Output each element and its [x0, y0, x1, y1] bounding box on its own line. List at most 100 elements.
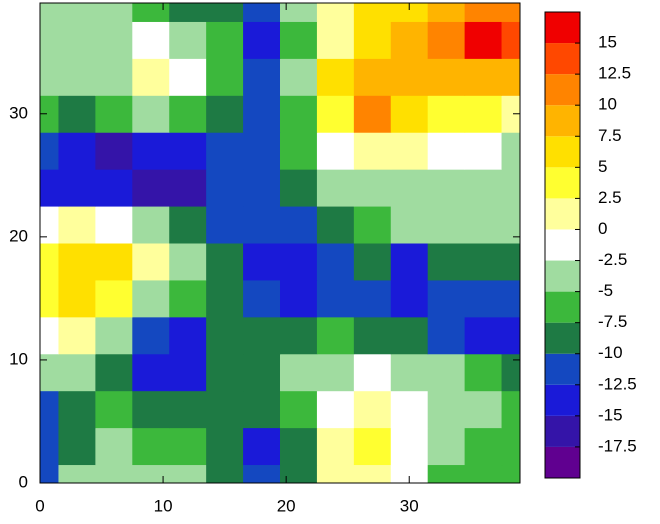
contour-cell [40, 279, 59, 318]
contour-cell [390, 95, 429, 133]
contour-cell [353, 316, 392, 355]
colorbar-tick-label: -15 [598, 405, 623, 424]
contour-cell [390, 3, 429, 22]
contour-cell [40, 169, 59, 207]
contour-cell [316, 427, 355, 466]
contour-cell [464, 132, 503, 170]
colorbar-tick-label: 5 [598, 157, 607, 176]
colorbar-band [545, 384, 580, 416]
contour-cell [280, 95, 318, 133]
contour-cell [243, 390, 281, 429]
contour-cell [58, 132, 96, 170]
contour-cell [95, 427, 133, 466]
contour-cell [280, 206, 318, 244]
contour-cell [40, 58, 59, 96]
colorbar-tick-label: 7.5 [598, 126, 622, 145]
contour-cell [464, 316, 503, 355]
colorbar-band [545, 291, 580, 323]
contour-cell [169, 353, 207, 392]
contour-cell [95, 390, 133, 429]
contour-cell [95, 58, 133, 96]
contour-cell [169, 95, 207, 133]
contour-cell [169, 279, 207, 318]
contour-cell [95, 279, 133, 318]
contour-cell [132, 3, 170, 22]
contour-cell [243, 243, 281, 281]
contour-cell [427, 206, 466, 244]
colorbar-tick-label: -2.5 [598, 250, 627, 269]
colorbar-tick-label: 0 [598, 219, 607, 238]
contour-field [40, 3, 520, 483]
contour-cell [501, 95, 520, 133]
colorbar-frame [544, 11, 581, 479]
contour-cell [40, 464, 59, 483]
contour-cell [95, 95, 133, 133]
contour-cell [390, 279, 429, 318]
y-tick-label: 10 [9, 349, 28, 368]
colorbar-tick-label: -7.5 [598, 312, 627, 331]
contour-cell [280, 3, 318, 22]
contour-cell [95, 243, 133, 281]
contour-cell [390, 169, 429, 207]
contour-cell [40, 206, 59, 244]
contour-cell [501, 3, 520, 22]
contour-cell [353, 3, 392, 22]
contour-cell [169, 316, 207, 355]
contour-cell [95, 316, 133, 355]
contour-cell [464, 3, 503, 22]
colorbar-band [545, 260, 580, 292]
contour-cell [501, 21, 520, 59]
contour-cell [280, 427, 318, 466]
contour-cell [316, 353, 355, 392]
contour-cell [501, 132, 520, 170]
contour-cell [206, 95, 244, 133]
contour-cell [353, 95, 392, 133]
contour-cell [95, 206, 133, 244]
contour-cell [40, 390, 59, 429]
contour-cell [95, 169, 133, 207]
contour-cell [132, 132, 170, 170]
contour-cell [353, 464, 392, 483]
colorbar-tick-label: 12.5 [598, 64, 631, 83]
contour-cell [390, 58, 429, 96]
contour-cell [132, 58, 170, 96]
contour-cell [427, 21, 466, 59]
contour-cell [132, 316, 170, 355]
contour-cell [40, 427, 59, 466]
contour-cell [427, 169, 466, 207]
y-tick-label: 0 [19, 472, 28, 491]
contour-cell [132, 95, 170, 133]
contour-cell [243, 132, 281, 170]
contour-cell [464, 95, 503, 133]
contour-cell [501, 390, 520, 429]
contour-cell [95, 353, 133, 392]
contour-cell [169, 390, 207, 429]
contour-cell [353, 21, 392, 59]
contour-cell [427, 279, 466, 318]
colorbar-band [545, 229, 580, 261]
colorbar-band [545, 43, 580, 75]
contour-cell [501, 353, 520, 392]
contour-cell [132, 169, 170, 207]
contour-cell [206, 243, 244, 281]
contour-cell [280, 390, 318, 429]
contour-cell [353, 58, 392, 96]
contour-cell [206, 353, 244, 392]
colorbar-tick-label: 10 [598, 95, 617, 114]
contour-cell [132, 243, 170, 281]
contour-cell [464, 169, 503, 207]
contour-cell [464, 206, 503, 244]
contour-cell [464, 390, 503, 429]
contour-cell [427, 58, 466, 96]
contour-cell [243, 21, 281, 59]
contour-cell [427, 95, 466, 133]
contour-cell [280, 279, 318, 318]
contour-cell [464, 58, 503, 96]
contour-cell [132, 353, 170, 392]
contour-cell [353, 206, 392, 244]
contour-cell [206, 58, 244, 96]
contour-cell [353, 353, 392, 392]
contour-cell [353, 132, 392, 170]
x-tick-label: 20 [277, 496, 296, 515]
contour-cell [390, 21, 429, 59]
